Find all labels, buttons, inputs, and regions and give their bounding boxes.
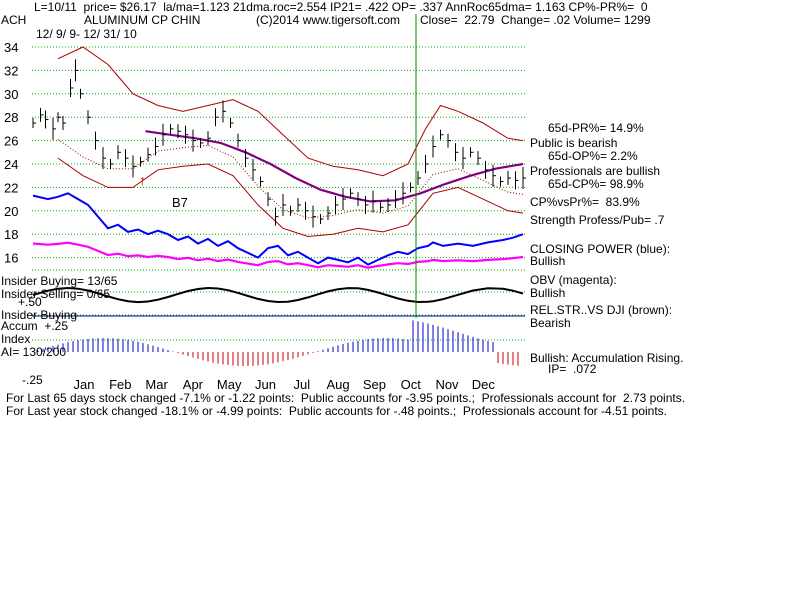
index-label: Index	[1, 332, 31, 346]
month-Feb: Feb	[109, 377, 131, 392]
right-relstr-bearish: Bearish	[530, 316, 571, 330]
month-Oct: Oct	[401, 377, 422, 392]
month-Sep: Sep	[363, 377, 386, 392]
insider-buying-2: Insider Buying	[1, 308, 78, 322]
right-ip: IP= .072	[548, 362, 597, 376]
upper-band-line	[57, 46, 524, 177]
lower-indicator-panels	[32, 241, 524, 366]
quote: Close= 22.79 Change= .02 Volume= 1299	[420, 13, 651, 27]
closing-power-line	[32, 192, 524, 266]
y-tick-22: 22	[4, 180, 18, 195]
y-tick-labels: 34 32 30 28 26 24 22 20 18 16	[4, 40, 18, 266]
right-prof: Professionals are bullish	[530, 164, 661, 178]
y-tick-16: 16	[4, 251, 18, 266]
footer-line2: For Last year stock changed -18.1% or -4…	[6, 404, 668, 418]
y-tick-20: 20	[4, 204, 18, 219]
month-Jan: Jan	[74, 377, 95, 392]
stock-name: ALUMINUM CP CHIN	[84, 13, 201, 27]
right-relstr: REL.STR..VS DJI (brown):	[530, 303, 673, 317]
obv-path	[32, 241, 524, 269]
x-month-labels: Jan Feb Mar Apr May Jun Jul Aug Sep Oct Nov Dec	[74, 377, 496, 392]
ai-label: AI= 130/200	[1, 345, 67, 359]
closing-power-path	[32, 192, 524, 266]
y-tick-34: 34	[4, 40, 18, 55]
lower-band-line	[57, 157, 524, 238]
right-cpvspr: CP%vsPr%= 83.9%	[530, 195, 640, 209]
b7-annotation: B7	[172, 195, 188, 210]
y-tick-32: 32	[4, 63, 18, 78]
ticker: ACH	[1, 13, 27, 27]
insider-buying: Insider Buying= 13/65	[1, 274, 118, 288]
month-May: May	[217, 377, 242, 392]
y-tick-24: 24	[4, 157, 18, 172]
right-obv-bullish: Bullish	[530, 286, 566, 300]
right-cp-bullish: Bullish	[530, 254, 566, 268]
month-Jun: Jun	[255, 377, 276, 392]
month-Jul: Jul	[293, 377, 310, 392]
insider-selling: Insider Selling= 0/65	[1, 287, 111, 301]
right-strength: Strength Profess/Pub= .7	[530, 213, 665, 227]
right-op: 65d-OP%= 2.2%	[548, 149, 638, 163]
month-Apr: Apr	[183, 377, 204, 392]
y-tick-30: 30	[4, 87, 18, 102]
relstr-path	[32, 286, 524, 304]
minus25-label: -.25	[22, 373, 43, 387]
header-line1: L=10/11 price= $26.17 la/ma=1.123 21dma.…	[34, 0, 648, 14]
right-pr: 65d-PR%= 14.9%	[548, 121, 644, 135]
y-tick-28: 28	[4, 110, 18, 125]
month-Mar: Mar	[145, 377, 168, 392]
price-gridlines	[32, 46, 525, 341]
right-cp: 65d-CP%= 98.9%	[548, 177, 644, 191]
y-tick-18: 18	[4, 227, 18, 242]
bands	[57, 46, 524, 238]
plus50-label: +.50	[18, 295, 42, 309]
up-arrow-icon: ↑	[139, 172, 146, 188]
footer-line1: For Last 65 days stock changed -7.1% or …	[6, 391, 686, 405]
right-public: Public is bearish	[530, 136, 618, 150]
price-bars	[32, 59, 526, 228]
accum-label: Accum +.25	[1, 319, 69, 333]
right-obv: OBV (magenta):	[530, 273, 617, 287]
month-Aug: Aug	[327, 377, 350, 392]
month-Nov: Nov	[435, 377, 459, 392]
date-range: 12/ 9/ 9- 12/ 31/ 10	[36, 27, 137, 41]
right-accum: Bullish: Accumulation Rising.	[530, 351, 684, 365]
right-closing-power: CLOSING POWER (blue):	[530, 242, 671, 256]
copyright: (C)2014 www.tigersoft.com	[256, 13, 401, 27]
y-tick-26: 26	[4, 134, 18, 149]
month-Dec: Dec	[472, 377, 496, 392]
